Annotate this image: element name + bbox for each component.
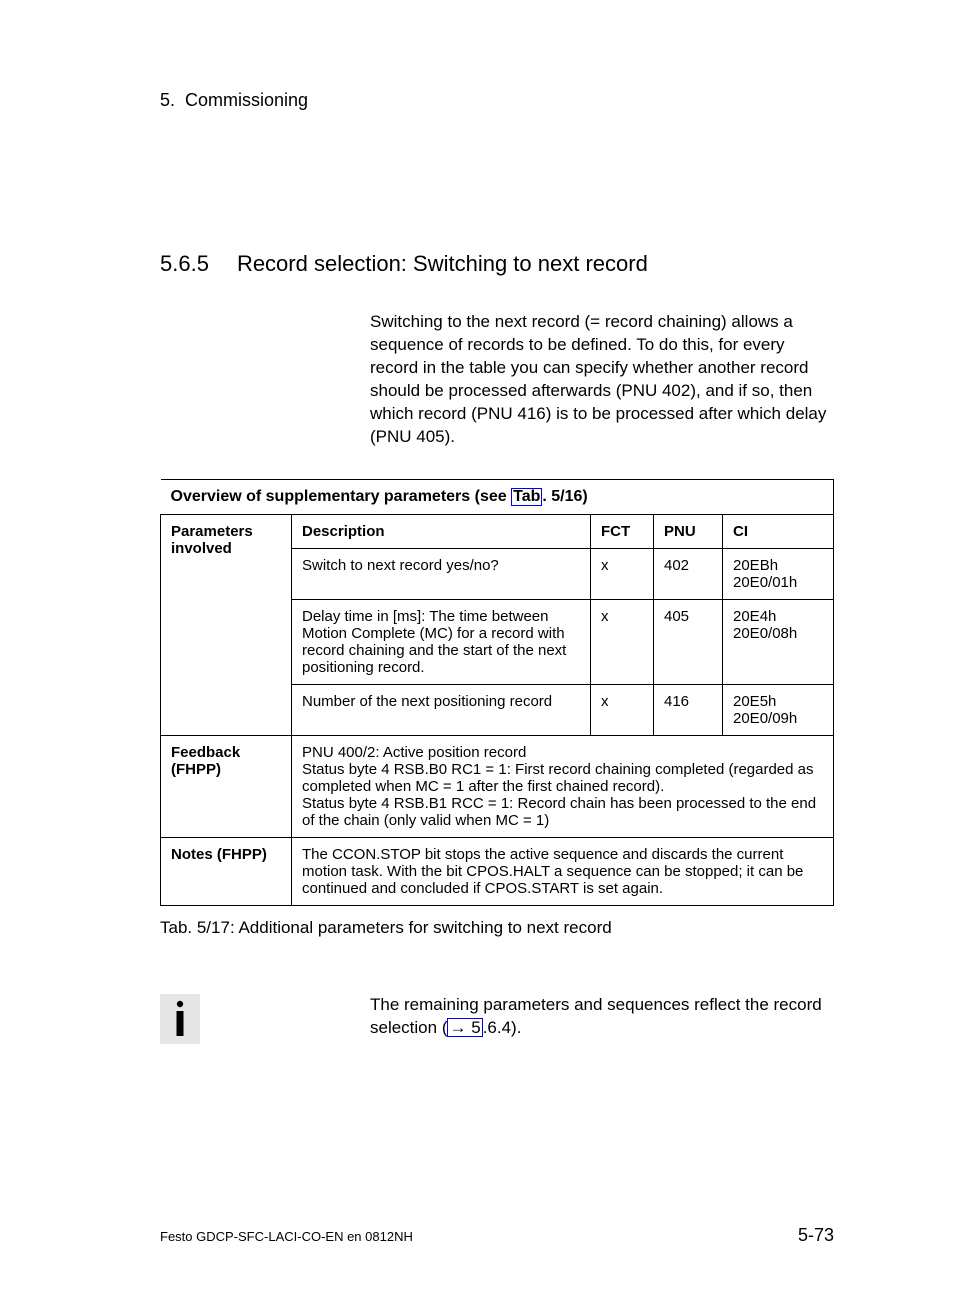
footer-pagenum: 5-73 <box>798 1225 834 1246</box>
table-title-suffix: . 5/16) <box>542 488 587 505</box>
cell-description: Delay time in [ms]: The time between Mot… <box>292 599 591 684</box>
section-intro: Switching to the next record (= record c… <box>370 311 834 449</box>
cell-description: Switch to next record yes/no? <box>292 548 591 599</box>
info-link[interactable]: → 5 <box>447 1018 482 1037</box>
cell-feedback: PNU 400/2: Active position record Status… <box>292 735 834 837</box>
chapter-number: 5. <box>160 90 175 110</box>
cell-ci: 20E5h20E0/09h <box>723 684 834 735</box>
table-title-link[interactable]: Tab <box>511 488 542 506</box>
row-label-parameters: Parameters involved <box>161 514 292 735</box>
info-icon <box>160 994 200 1044</box>
col-header-pnu: PNU <box>654 514 723 548</box>
row-label-notes: Notes (FHPP) <box>161 837 292 905</box>
cell-description: Number of the next positioning record <box>292 684 591 735</box>
cell-notes: The CCON.STOP bit stops the active seque… <box>292 837 834 905</box>
page-footer: Festo GDCP-SFC-LACI-CO-EN en 0812NH 5-73 <box>160 1225 834 1246</box>
section-number: 5.6.5 <box>160 251 209 277</box>
col-header-description: Description <box>292 514 591 548</box>
cell-ci: 20EBh20E0/01h <box>723 548 834 599</box>
chapter-header: 5. Commissioning <box>160 90 834 111</box>
section-title: Record selection: Switching to next reco… <box>237 251 648 276</box>
info-text: The remaining parameters and sequences r… <box>370 994 834 1040</box>
parameters-table: Overview of supplementary parameters (se… <box>160 479 834 906</box>
col-header-fct: FCT <box>591 514 654 548</box>
cell-fct: x <box>591 599 654 684</box>
cell-pnu: 405 <box>654 599 723 684</box>
table-title-prefix: Overview of supplementary parameters (se… <box>171 488 507 505</box>
info-block: The remaining parameters and sequences r… <box>160 994 834 1044</box>
section-heading: 5.6.5 Record selection: Switching to next… <box>160 251 834 277</box>
chapter-title: Commissioning <box>185 90 308 110</box>
cell-pnu: 402 <box>654 548 723 599</box>
col-header-ci: CI <box>723 514 834 548</box>
cell-fct: x <box>591 548 654 599</box>
table-caption: Tab. 5/17: Additional parameters for swi… <box>160 918 834 938</box>
row-label-feedback: Feedback (FHPP) <box>161 735 292 837</box>
cell-fct: x <box>591 684 654 735</box>
footer-docref: Festo GDCP-SFC-LACI-CO-EN en 0812NH <box>160 1229 413 1244</box>
cell-pnu: 416 <box>654 684 723 735</box>
cell-ci: 20E4h20E0/08h <box>723 599 834 684</box>
table-title: Overview of supplementary parameters (se… <box>161 479 834 514</box>
